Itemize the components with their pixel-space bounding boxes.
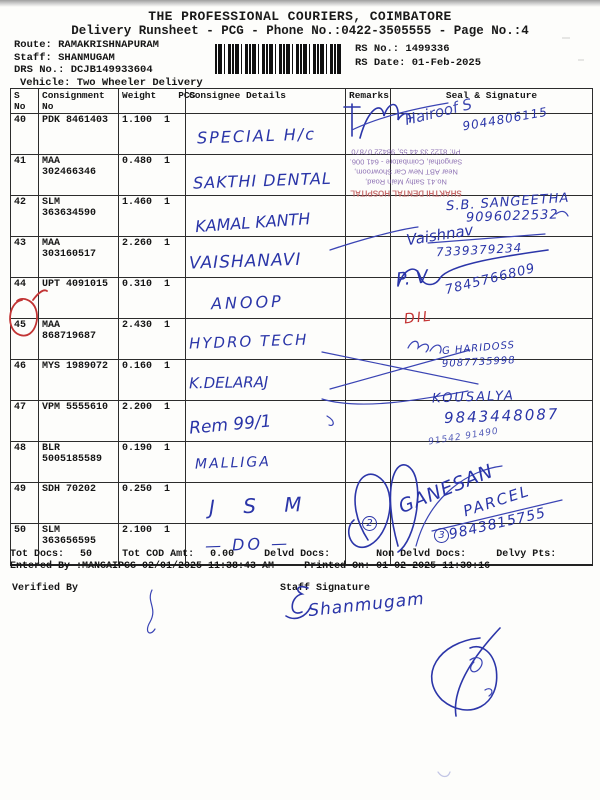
verified-by-label: Verified By	[12, 583, 79, 594]
tot-docs-label: Tot Docs:	[10, 549, 65, 560]
doc-title: THE PROFESSIONAL COURIERS, COIMBATORE	[148, 9, 452, 24]
table-row: 45 MAA 868719687 2.430 1 HYDRO TECH	[10, 318, 593, 360]
header-info-left: Route: RAMAKRISHNAPURAM Staff: SHANMUGAM…	[14, 39, 203, 89]
faint-bottom-mark	[437, 771, 451, 778]
consignee-handwritten: HYDRO TECH	[188, 330, 309, 353]
signature-name-row47: KOUSALYA	[431, 388, 516, 407]
staff-signature-label: Staff Signature	[280, 583, 371, 594]
table-row: 41 MAA 302466346 0.480 1 SAKTHI DENTAL	[10, 154, 593, 196]
circled-mark-3: 3	[434, 528, 449, 543]
table-row: 48 BLR 5005185589 0.190 1 MALLIGA	[10, 441, 593, 483]
rs-no-line: RS No.: 1499336	[355, 43, 450, 55]
consignee-handwritten: J S M	[208, 491, 313, 520]
col-consignment: Consignment No	[38, 88, 119, 114]
delvd-docs-label: Delvd Docs:	[264, 549, 331, 560]
printed-on: Printed On: 01-02-2025 11:39:16	[304, 561, 491, 572]
col-sno: S No	[10, 88, 39, 114]
scan-edge-artifact	[0, 0, 600, 7]
route-line: Route: RAMAKRISHNAPURAM	[14, 39, 159, 51]
tot-cod-label: Tot COD Amt:	[122, 549, 195, 560]
drs-no-line: DRS No.: DCJB149933604	[14, 64, 153, 76]
doc-subtitle: Delivery Runsheet - PCG - Phone No.:0422…	[71, 24, 529, 38]
vehicle-line: Vehicle: Two Wheeler Delivery	[20, 76, 203, 89]
tot-cod-value: 0.00	[210, 549, 235, 560]
col-consignee: Consignee Details	[185, 88, 346, 114]
totals-line: Tot Docs: 50 Tot COD Amt: 0.00 Delvd Doc…	[10, 549, 556, 560]
barcode-icon	[215, 44, 341, 74]
consignee-handwritten: SAKTHI DENTAL	[192, 168, 333, 193]
bottom-signature-stroke	[454, 627, 501, 717]
consignee-handwritten: VAISHANAVI	[188, 249, 302, 274]
staff-line: Staff: SHANMUGAM	[14, 51, 115, 64]
signature-name-row44: P. V	[394, 266, 430, 291]
consignee-handwritten: KAMAL KANTH	[194, 209, 311, 237]
table-header-row: S No Consignment No Weight PCS Consignee …	[10, 88, 593, 114]
faint-edge-marks	[562, 37, 584, 61]
consignee-handwritten: SPECIAL H/c	[196, 124, 317, 148]
tot-docs-value: 50	[80, 549, 93, 560]
bottom-signature-squiggle	[469, 656, 493, 697]
entered-by: Entered By :MANGAIPCG 02/01/2025 11:38:4…	[10, 561, 275, 572]
rs-date-line: RS Date: 01-Feb-2025	[355, 57, 482, 69]
consignee-handwritten: ANOOP	[210, 291, 285, 314]
table-row: 42 SLM 363634590 1.460 1 KAMAL KANTH	[10, 195, 593, 237]
header-info-right: RS No.: 1499336 RS Date: 01-Feb-2025	[355, 42, 481, 70]
consignee-handwritten: K.DELARAJ	[188, 372, 269, 393]
circled-mark-2: 2	[362, 516, 377, 531]
bottom-signature-circle	[430, 637, 498, 711]
consignee-handwritten: Rem 99/1	[188, 411, 273, 439]
col-weight-pcs: Weight PCS	[118, 88, 195, 114]
verified-by-mark	[146, 589, 156, 634]
dental-hospital-stamp: SHAKTHI DENTAL HOSPITAL No.41 Sathy Main…	[349, 147, 463, 198]
consignee-handwritten: MALLIGA	[194, 453, 272, 473]
entered-printed-line: Entered By :MANGAIPCG 02/01/2025 11:38:4…	[10, 561, 490, 572]
delvy-pts-label: Delvy Pts:	[496, 549, 557, 560]
col-remarks: Remarks	[345, 88, 391, 114]
remark-dil-row45: DIL	[403, 308, 434, 328]
table-row: 44 UPT 4091015 0.310 1 ANOOP	[10, 277, 593, 319]
non-delvd-docs-label: Non Delvd Docs:	[376, 549, 467, 560]
